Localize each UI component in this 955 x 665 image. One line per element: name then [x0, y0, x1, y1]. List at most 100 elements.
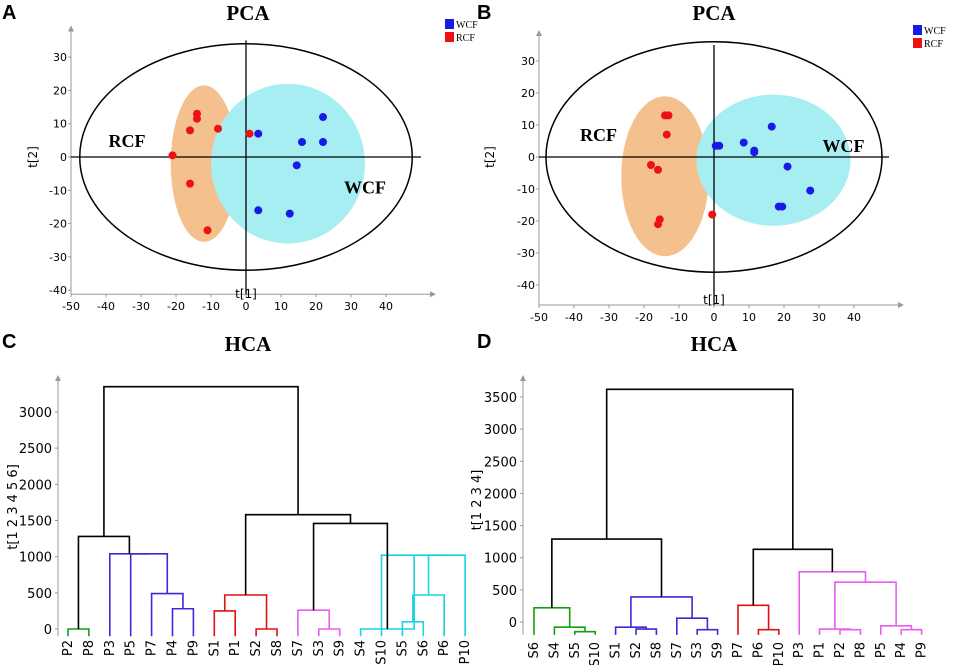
- y-tick-label: 20: [521, 87, 535, 100]
- leaf-label: P5: [874, 642, 889, 658]
- dendrogram-link: [574, 630, 596, 635]
- dendrogram-link: [103, 385, 299, 537]
- y-tick-label: -10: [517, 183, 535, 196]
- y-tick-label: 1500: [19, 515, 52, 530]
- x-tick-label: -10: [670, 311, 688, 324]
- dendrogram-link: [380, 554, 447, 637]
- point-wcf: [739, 138, 748, 147]
- point-wcf: [774, 202, 783, 211]
- x-tick-label: -40: [97, 300, 115, 313]
- dendrogram-link: [900, 628, 923, 635]
- leaf-label: S2: [629, 642, 644, 659]
- point-wcf: [750, 148, 759, 157]
- y-tick-label: -10: [49, 184, 67, 197]
- panel-letter-c: C: [2, 331, 16, 353]
- leaf-label: P9: [915, 642, 930, 658]
- panel-a-pca: A PCA -40 -30 -20 -10 0 10 20 30 -50 -40 -30 -20 -10…: [2, 1, 478, 313]
- leaf-label: S8: [649, 642, 664, 659]
- y-axis-label: t[2]: [26, 146, 40, 168]
- x-tick-label: -20: [167, 300, 185, 313]
- legend-label-wcf: WCF: [924, 26, 946, 37]
- dendrogram-link: [533, 607, 571, 635]
- y-tick-label: -20: [517, 215, 535, 228]
- x-tick-label: 40: [379, 300, 393, 313]
- leaf-label: P6: [751, 642, 766, 658]
- x-tick-label: -10: [202, 300, 220, 313]
- x-tick-label: 40: [847, 311, 861, 324]
- y-tick-label: 1000: [484, 552, 517, 567]
- leaf-label: S10: [375, 640, 390, 665]
- dendrogram-link: [318, 628, 341, 637]
- legend-swatch-wcf: [913, 25, 922, 35]
- leaf-label: P8: [853, 642, 868, 658]
- point-wcf: [285, 209, 294, 218]
- point-rcf: [186, 179, 194, 188]
- leaf-label: P3: [103, 640, 118, 656]
- legend-swatch-rcf: [445, 32, 454, 42]
- point-rcf: [193, 114, 201, 123]
- leaf-label: S10: [588, 642, 603, 665]
- leaf-label: P10: [458, 640, 473, 664]
- legend-label-wcf: WCF: [456, 20, 478, 31]
- leaf-label: S3: [312, 640, 327, 657]
- point-wcf: [292, 161, 301, 170]
- y-tick-label: -30: [517, 247, 535, 260]
- point-wcf: [715, 141, 724, 150]
- y-axis-label: t[2]: [483, 146, 497, 168]
- x-tick-label: -30: [132, 300, 150, 313]
- y-tick-label: 3000: [19, 406, 52, 421]
- leaf-label: P1: [228, 640, 243, 656]
- x-tick-label: -30: [600, 311, 618, 324]
- y-tick-label: 10: [53, 118, 67, 131]
- leaf-label: P4: [166, 640, 181, 656]
- y-tick-label: 3000: [484, 423, 517, 438]
- dendrogram-link: [244, 513, 352, 596]
- y-tick-label: 1000: [19, 551, 52, 566]
- leaf-label: P6: [437, 640, 452, 656]
- y-tick-label: 0: [60, 151, 67, 164]
- x-tick-label: -50: [62, 300, 80, 313]
- leaf-label: P10: [772, 642, 787, 665]
- dendrogram-link: [412, 594, 445, 637]
- leaf-label: S5: [568, 642, 583, 659]
- panel-b-title: PCA: [692, 1, 736, 25]
- y-tick-label: 2500: [19, 442, 52, 457]
- x-tick-label: -40: [565, 311, 583, 324]
- panel-a-title: PCA: [226, 1, 270, 25]
- x-tick-label: 0: [243, 300, 250, 313]
- point-wcf: [806, 186, 815, 195]
- dendrogram-link: [312, 522, 389, 629]
- point-rcf: [186, 126, 194, 135]
- y-tick-label: 2000: [19, 478, 52, 493]
- dendrogram-link: [798, 571, 867, 635]
- x-tick-label: 20: [777, 311, 791, 324]
- point-rcf: [647, 161, 655, 169]
- leaf-label: P3: [792, 642, 807, 658]
- panel-d-title: HCA: [691, 332, 739, 356]
- leaf-label: S8: [270, 640, 285, 657]
- dendrogram-link: [752, 548, 834, 606]
- x-tick-label: 30: [344, 300, 358, 313]
- y-tick-label: 1500: [484, 520, 517, 535]
- y-axis-label: t[1 2 3 4]: [470, 470, 485, 531]
- dendrogram-link: [213, 610, 236, 637]
- x-tick-label: 30: [812, 311, 826, 324]
- leaf-label: P5: [124, 640, 139, 656]
- y-tick-label: 20: [53, 84, 67, 97]
- y-tick-label: -40: [49, 284, 67, 297]
- legend-label-rcf: RCF: [456, 33, 475, 44]
- leaf-label: P9: [186, 640, 201, 656]
- dendrogram-link: [77, 535, 131, 629]
- y-tick-label: -30: [49, 251, 67, 264]
- panel-c-hca: C HCA 0 500 1000 1500 2000 2500 3000 t[1 2 3 4 …: [2, 331, 473, 665]
- point-rcf: [245, 129, 254, 138]
- x-tick-label: -50: [530, 311, 548, 324]
- point-rcf: [664, 111, 673, 120]
- point-rcf: [168, 151, 177, 160]
- y-tick-label: 30: [521, 55, 535, 68]
- y-tick-label: 2500: [484, 455, 517, 470]
- leaf-label: S7: [670, 642, 685, 659]
- dendrogram-link: [630, 596, 693, 628]
- y-tick-label: -20: [49, 218, 67, 231]
